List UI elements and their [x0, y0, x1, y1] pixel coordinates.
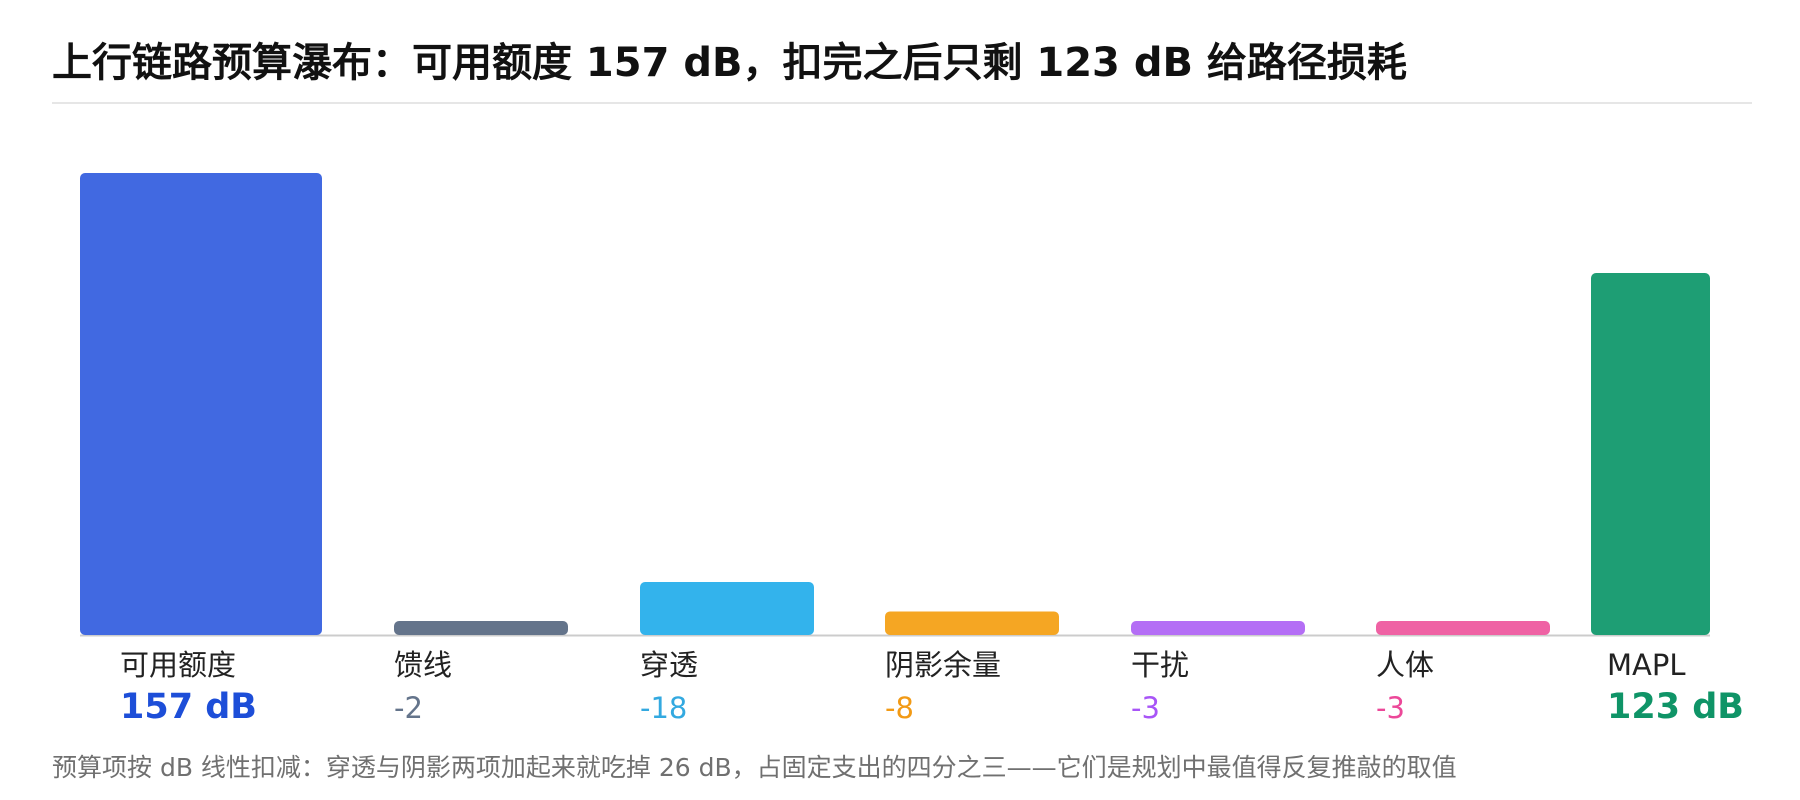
waterfall-bar — [1131, 621, 1305, 635]
category-label: MAPL — [1607, 648, 1686, 682]
category-label: 可用额度 — [120, 648, 236, 682]
chart-footnote: 预算项按 dB 线性扣减：穿透与阴影两项加起来就吃掉 26 dB，占固定支出的四… — [52, 753, 1457, 782]
value-label: -18 — [640, 691, 687, 725]
title-divider — [52, 102, 1752, 104]
value-label: -2 — [394, 691, 423, 725]
value-label: -3 — [1131, 691, 1160, 725]
value-label: -8 — [885, 691, 914, 725]
waterfall-bar — [640, 582, 814, 635]
category-label: 穿透 — [640, 648, 698, 682]
category-label: 干扰 — [1131, 648, 1189, 682]
value-label: -3 — [1376, 691, 1405, 725]
chart-title: 上行链路预算瀑布：可用额度 157 dB，扣完之后只剩 123 dB 给路径损耗 — [52, 40, 1407, 86]
category-label: 阴影余量 — [885, 648, 1001, 682]
value-label: 157 dB — [120, 687, 257, 727]
waterfall-bar — [394, 621, 568, 635]
category-label: 人体 — [1376, 648, 1434, 682]
value-label: 123 dB — [1607, 687, 1744, 727]
waterfall-bar — [80, 173, 322, 635]
category-label: 馈线 — [394, 648, 452, 682]
waterfall-bar — [1591, 273, 1710, 635]
waterfall-bar — [885, 611, 1059, 635]
waterfall-bar — [1376, 621, 1550, 635]
